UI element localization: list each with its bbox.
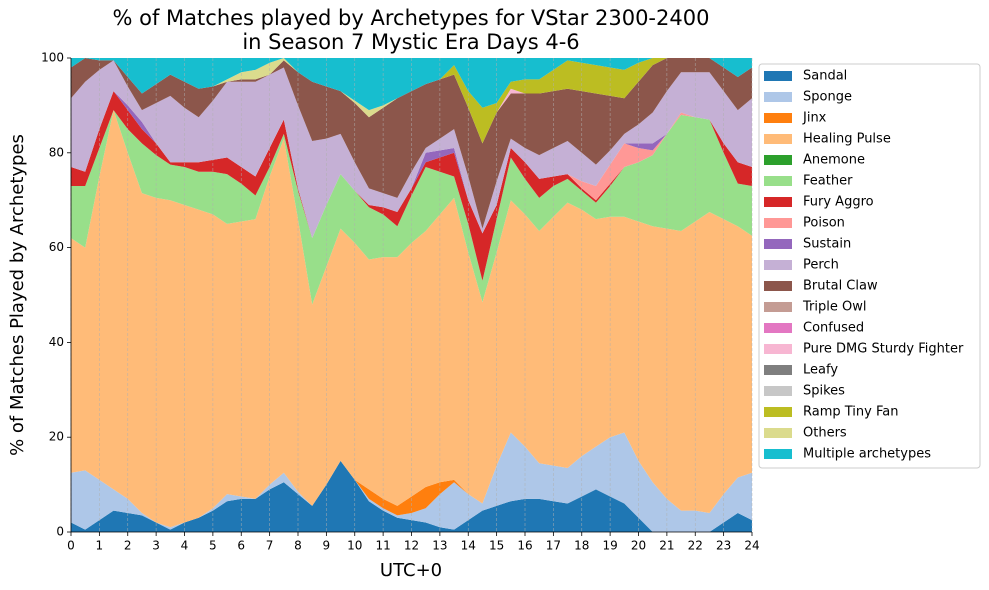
x-tick-label: 12 bbox=[404, 539, 419, 553]
x-tick-label: 0 bbox=[67, 539, 75, 553]
legend-label: Sustain bbox=[803, 237, 851, 252]
chart-title: % of Matches played by Archetypes for VS… bbox=[113, 6, 710, 30]
x-tick-label: 18 bbox=[574, 539, 589, 553]
legend-swatch bbox=[764, 260, 792, 270]
x-tick-label: 23 bbox=[716, 539, 731, 553]
y-tick-label: 100 bbox=[41, 51, 64, 65]
legend-label: Brutal Claw bbox=[803, 279, 878, 294]
legend: Sandal Sponge Jinx Healing Pulse Anemone Feat… bbox=[764, 69, 964, 462]
x-tick-label: 11 bbox=[375, 539, 390, 553]
chart-title: in Season 7 Mystic Era Days 4-6 bbox=[242, 30, 579, 54]
x-tick-label: 7 bbox=[266, 539, 274, 553]
legend-label: Multiple archetypes bbox=[803, 447, 931, 462]
legend-swatch bbox=[764, 92, 792, 102]
x-tick-label: 17 bbox=[546, 539, 561, 553]
legend-box bbox=[758, 63, 981, 469]
legend-label: Anemone bbox=[803, 153, 865, 168]
x-tick-label: 5 bbox=[209, 539, 217, 553]
legend-swatch bbox=[764, 197, 792, 207]
x-tick-label: 9 bbox=[323, 539, 331, 553]
legend-label: Others bbox=[803, 426, 847, 441]
x-tick-label: 3 bbox=[152, 539, 160, 553]
legend-label: Pure DMG Sturdy Fighter bbox=[803, 342, 964, 357]
legend-swatch bbox=[764, 344, 792, 354]
legend-label: Healing Pulse bbox=[803, 132, 891, 147]
legend-swatch bbox=[764, 176, 792, 186]
area bbox=[71, 432, 752, 532]
legend-swatch bbox=[764, 323, 792, 333]
x-tick-label: 2 bbox=[124, 539, 132, 553]
legend-label: Poison bbox=[803, 216, 845, 231]
x-tick-label: 10 bbox=[347, 539, 362, 553]
legend-label: Triple Owl bbox=[802, 300, 866, 315]
y-tick-label: 80 bbox=[49, 145, 64, 159]
x-tick-label: 24 bbox=[744, 539, 759, 553]
x-tick-label: 20 bbox=[631, 539, 646, 553]
legend-label: Ramp Tiny Fan bbox=[803, 405, 898, 420]
x-axis-label: UTC+0 bbox=[380, 560, 442, 581]
legend-swatch bbox=[764, 71, 792, 81]
x-tick-label: 21 bbox=[659, 539, 674, 553]
x-tick-label: 19 bbox=[602, 539, 617, 553]
area bbox=[71, 58, 752, 118]
legend-swatch bbox=[764, 218, 792, 228]
x-tick-label: 22 bbox=[688, 539, 703, 553]
x-tick-label: 16 bbox=[517, 539, 532, 553]
grid bbox=[70, 58, 753, 532]
y-tick-label: 0 bbox=[56, 525, 64, 539]
x-tick-label: 8 bbox=[294, 539, 302, 553]
legend-label: Sponge bbox=[803, 90, 852, 105]
legend-label: Feather bbox=[803, 174, 853, 189]
legend-swatch bbox=[764, 239, 792, 249]
x-tick-label: 14 bbox=[461, 539, 476, 553]
y-axis-label: % of Matches Played by Archetypes bbox=[7, 134, 28, 456]
legend-label: Leafy bbox=[803, 363, 838, 378]
area bbox=[71, 110, 752, 305]
legend-label: Perch bbox=[803, 258, 839, 273]
legend-swatch bbox=[764, 113, 792, 123]
x-tick-label: 1 bbox=[96, 539, 104, 553]
x-tick-label: 13 bbox=[432, 539, 447, 553]
x-tick-label: 6 bbox=[237, 539, 245, 553]
y-tick-label: 20 bbox=[49, 430, 64, 444]
legend-swatch bbox=[764, 428, 792, 438]
legend-swatch bbox=[764, 365, 792, 375]
legend-label: Sandal bbox=[803, 69, 847, 84]
axes: 0 1 2 3 4 5 6 7 8 9 10 11 12 13 14 15 16 17 18 19 20 21 22 23 24… bbox=[41, 51, 760, 553]
legend-label: Confused bbox=[803, 321, 864, 336]
legend-label: Jinx bbox=[802, 111, 827, 126]
legend-swatch bbox=[764, 302, 792, 312]
legend-swatch bbox=[764, 449, 792, 459]
legend-swatch bbox=[764, 155, 792, 165]
legend-swatch bbox=[764, 407, 792, 417]
area bbox=[71, 91, 752, 239]
legend-swatch bbox=[764, 281, 792, 291]
x-tick-label: 15 bbox=[489, 539, 504, 553]
legend-label: Spikes bbox=[803, 384, 845, 399]
y-tick-label: 60 bbox=[49, 240, 64, 254]
x-tick-label: 4 bbox=[181, 539, 189, 553]
legend-label: Fury Aggro bbox=[803, 195, 874, 210]
y-tick-label: 40 bbox=[49, 335, 64, 349]
legend-swatch bbox=[764, 134, 792, 144]
legend-swatch bbox=[764, 386, 792, 396]
